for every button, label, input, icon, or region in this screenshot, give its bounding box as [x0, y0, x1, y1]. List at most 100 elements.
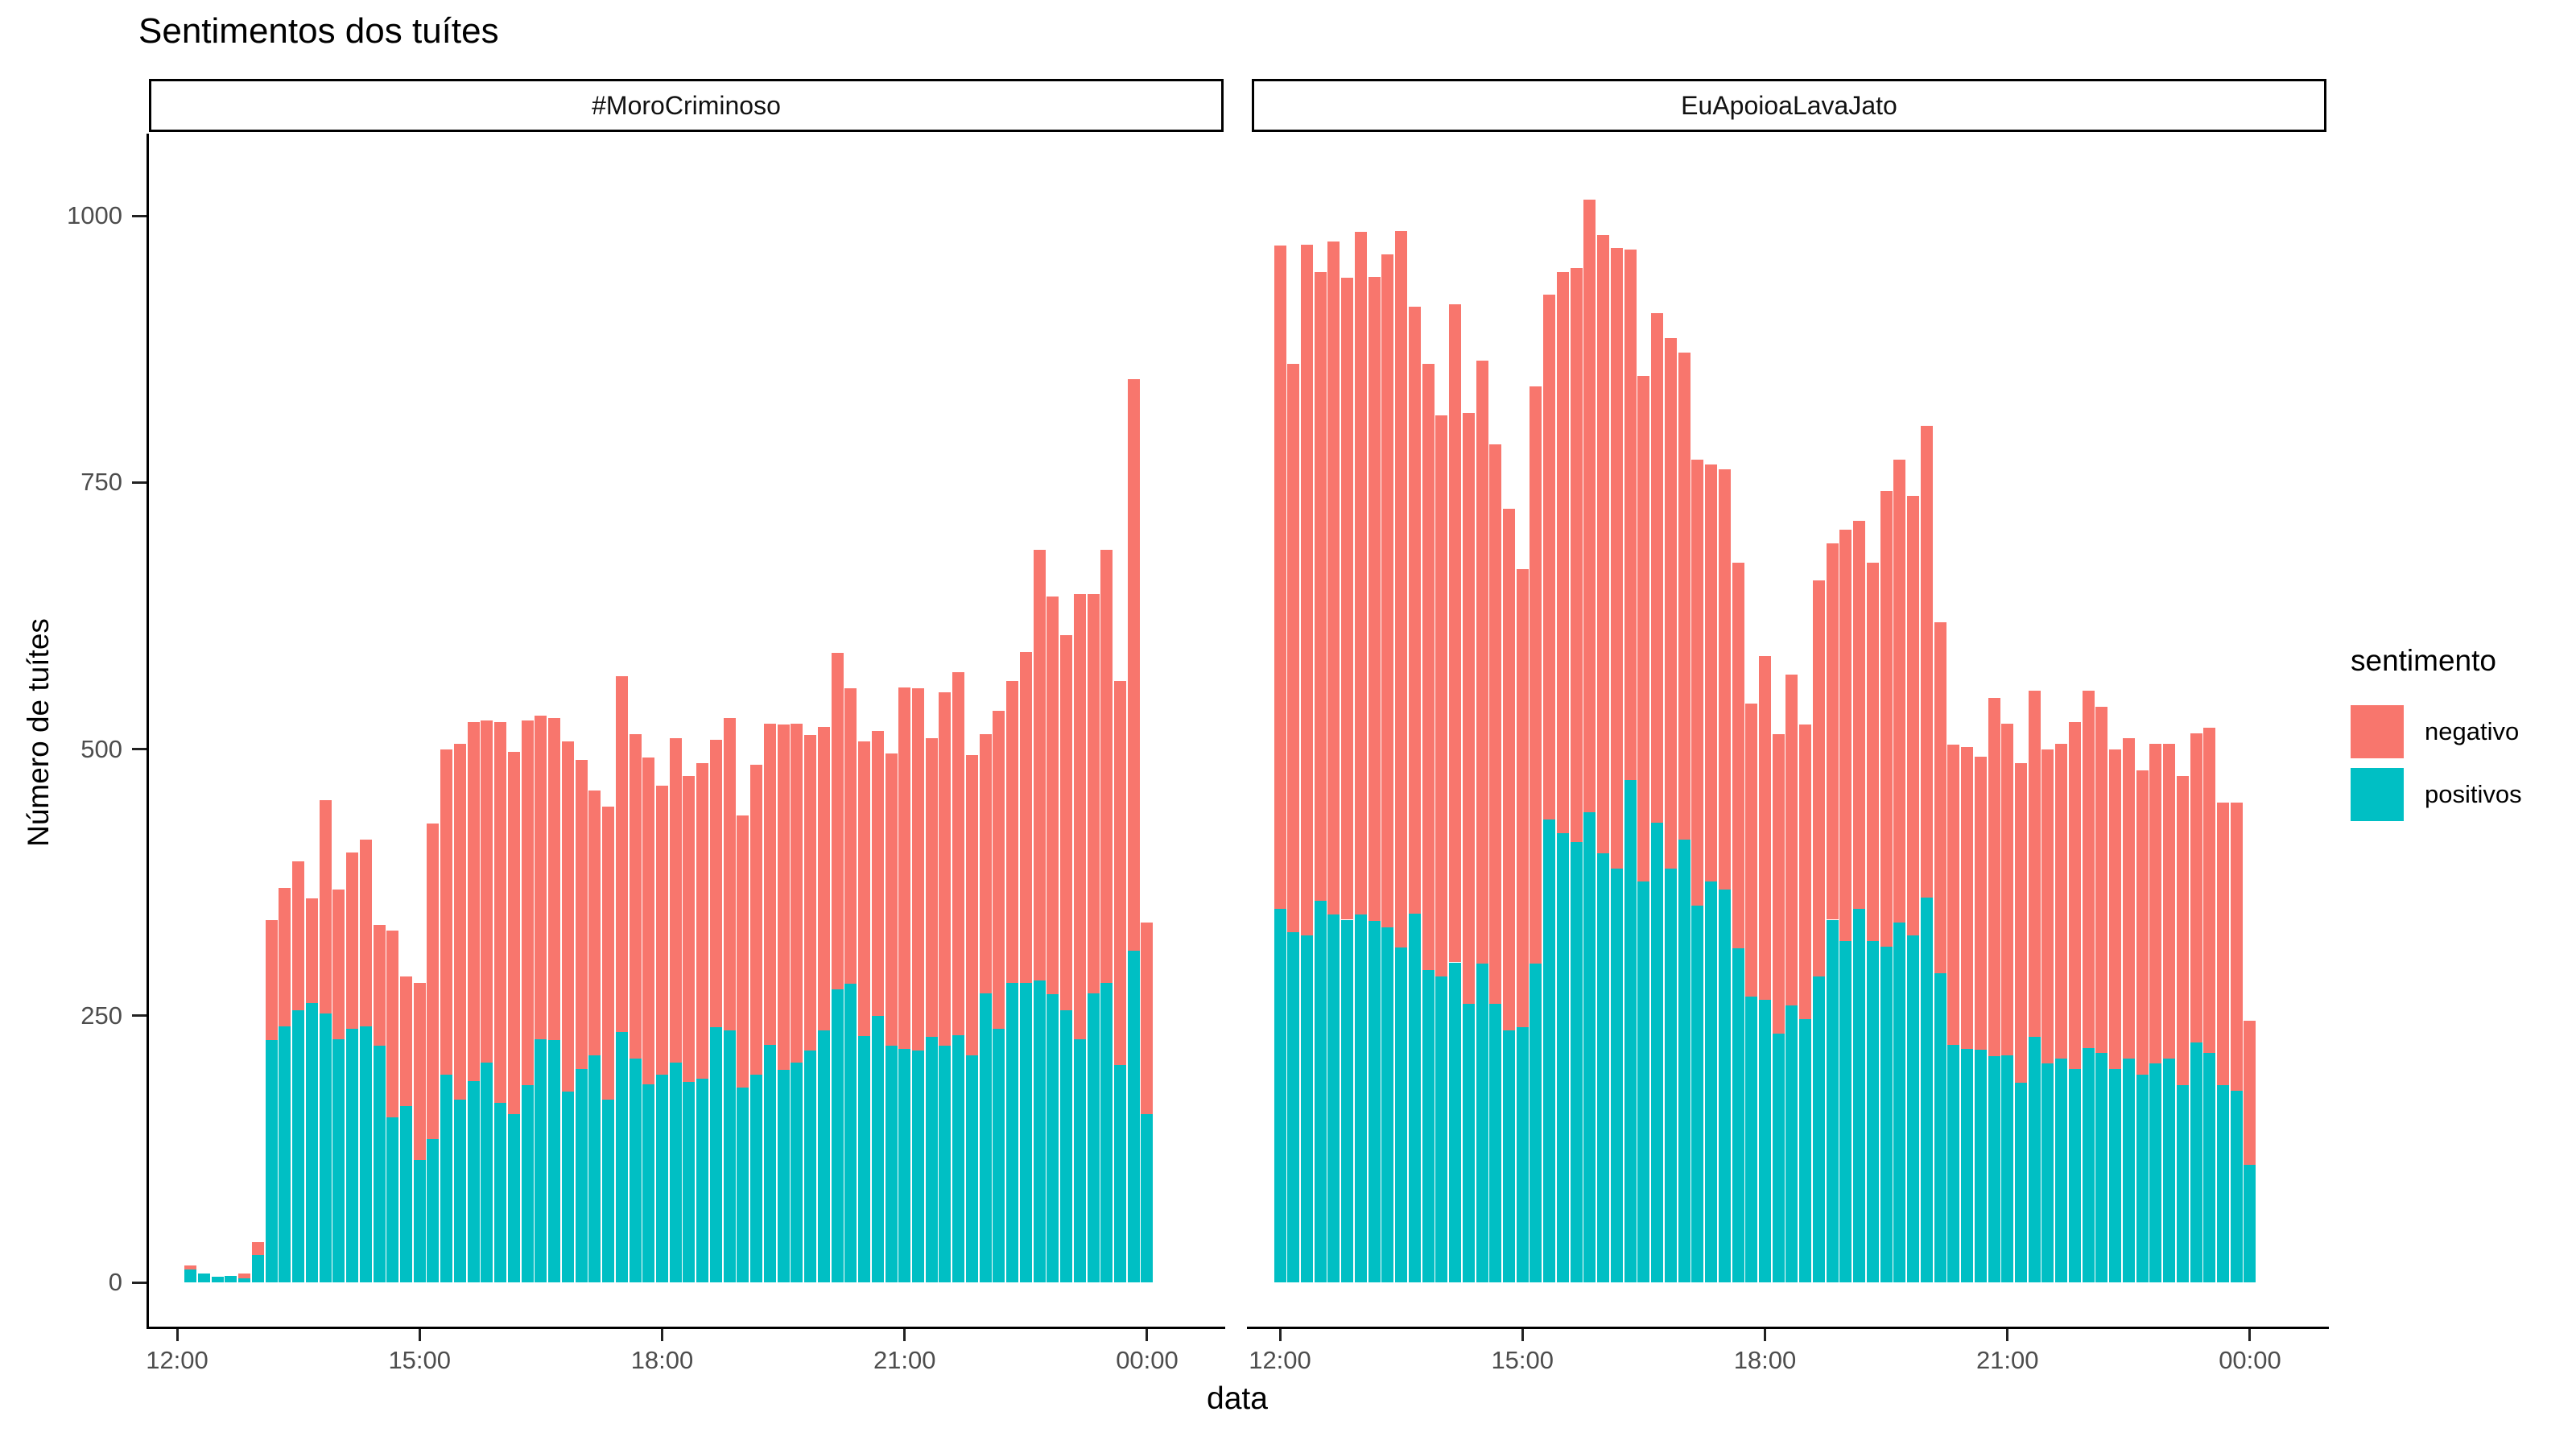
bar-segment-positivos — [467, 1080, 480, 1282]
x-tick-mark — [418, 1327, 421, 1341]
bar-segment-positivos — [373, 1045, 386, 1282]
bar-segment-negativo — [548, 718, 561, 1041]
x-tick-mark — [1521, 1327, 1524, 1341]
bar-segment-negativo — [1961, 746, 1974, 1049]
bar-segment-negativo — [2041, 749, 2054, 1064]
x-tick-mark — [660, 1327, 663, 1341]
bar-segment-negativo — [642, 758, 655, 1084]
bar-segment-negativo — [1597, 234, 1610, 854]
bar-segment-positivos — [1866, 941, 1879, 1282]
bar-segment-positivos — [575, 1069, 588, 1282]
bar-segment-positivos — [2149, 1063, 2162, 1282]
bar-segment-negativo — [763, 723, 776, 1045]
x-axis-line-left — [147, 1327, 1225, 1329]
x-axis-title: data — [1207, 1381, 1268, 1416]
x-tick-mark — [1278, 1327, 1282, 1341]
bar-segment-negativo — [1354, 231, 1367, 914]
bar-segment-positivos — [844, 984, 857, 1282]
bar-segment-negativo — [413, 982, 426, 1160]
bar-segment-positivos — [548, 1040, 561, 1282]
bar-segment-positivos — [804, 1051, 817, 1282]
bar-segment-negativo — [2082, 690, 2095, 1048]
bar-segment-positivos — [1381, 927, 1394, 1282]
bar-segment-negativo — [1314, 272, 1327, 901]
bar-segment-positivos — [1060, 1010, 1073, 1282]
bar-segment-positivos — [1678, 840, 1690, 1282]
bar-segment-positivos — [1395, 947, 1408, 1282]
x-tick-label: 15:00 — [388, 1346, 452, 1374]
bar-segment-negativo — [1087, 594, 1100, 993]
bar-segment-positivos — [521, 1084, 534, 1282]
bar-segment-negativo — [2068, 722, 2081, 1069]
bar-segment-positivos — [225, 1276, 237, 1282]
bar-segment-negativo — [1610, 247, 1623, 869]
bar-segment-negativo — [885, 753, 898, 1046]
bar-segment-negativo — [1422, 364, 1435, 970]
bar-segment-positivos — [615, 1031, 628, 1282]
bar-segment-negativo — [655, 785, 668, 1075]
bar-segment-negativo — [561, 741, 574, 1092]
bar-segment-positivos — [494, 1103, 507, 1282]
bar-segment-negativo — [750, 765, 763, 1075]
bar-segment-positivos — [1799, 1018, 1812, 1282]
x-tick-label: 00:00 — [2219, 1346, 2281, 1374]
bar-segment-positivos — [1087, 993, 1100, 1282]
bar-segment-positivos — [1624, 779, 1637, 1282]
bar-segment-negativo — [2149, 743, 2162, 1064]
bar-segment-negativo — [1907, 496, 1920, 936]
bar-segment-negativo — [1974, 756, 1987, 1051]
x-tick-label: 18:00 — [630, 1346, 694, 1374]
bar-segment-positivos — [1947, 1044, 1960, 1282]
x-tick-mark — [1146, 1327, 1149, 1341]
bar-segment-positivos — [683, 1081, 696, 1282]
bar-segment-negativo — [1408, 306, 1421, 914]
bar-segment-negativo — [1718, 469, 1731, 890]
bar-segment-negativo — [386, 930, 399, 1117]
bar-segment-negativo — [1637, 375, 1650, 881]
bar-segment-positivos — [332, 1038, 345, 1282]
bar-segment-positivos — [858, 1035, 871, 1282]
y-tick-label: 500 — [80, 734, 122, 763]
bar-segment-positivos — [292, 1010, 305, 1282]
bar-segment-negativo — [481, 720, 493, 1063]
bar-segment-negativo — [1287, 364, 1300, 933]
bar-segment-positivos — [319, 1013, 332, 1282]
bar-segment-negativo — [1274, 246, 1286, 910]
bar-segment-negativo — [939, 692, 952, 1046]
bar-segment-negativo — [1327, 241, 1340, 914]
bar-segment-negativo — [1073, 594, 1086, 1039]
bar-segment-negativo — [1893, 460, 1906, 923]
bar-segment-positivos — [2095, 1053, 2108, 1282]
bar-segment-positivos — [1732, 948, 1744, 1282]
bar-segment-positivos — [2028, 1037, 2041, 1282]
bar-segment-positivos — [1920, 897, 1933, 1282]
bar-segment-positivos — [709, 1027, 722, 1282]
bar-segment-positivos — [831, 989, 844, 1282]
bar-segment-positivos — [400, 1106, 412, 1282]
bar-segment-negativo — [737, 815, 749, 1088]
legend-entry-positivos: positivos — [2351, 768, 2522, 821]
bar-segment-negativo — [1449, 303, 1462, 963]
bar-segment-positivos — [507, 1113, 520, 1282]
bar-segment-positivos — [723, 1030, 736, 1282]
bar-segment-negativo — [669, 738, 682, 1063]
bar-segment-negativo — [911, 687, 924, 1051]
bar-segment-positivos — [2190, 1042, 2202, 1282]
bar-segment-positivos — [1314, 900, 1327, 1282]
bar-segment-positivos — [1462, 1004, 1475, 1282]
bar-segment-positivos — [911, 1051, 924, 1282]
bar-segment-negativo — [777, 724, 790, 1071]
bar-segment-negativo — [1395, 230, 1408, 947]
y-axis-line — [147, 134, 149, 1329]
bar-segment-negativo — [629, 733, 642, 1059]
bar-segment-positivos — [965, 1055, 978, 1282]
bar-segment-negativo — [804, 735, 817, 1051]
x-tick-label: 21:00 — [1975, 1346, 2039, 1374]
bar-segment-positivos — [1006, 982, 1019, 1282]
bar-segment-negativo — [2244, 1021, 2256, 1166]
bar-segment-positivos — [763, 1044, 776, 1282]
bar-segment-negativo — [238, 1274, 251, 1278]
bar-segment-positivos — [2055, 1058, 2068, 1282]
bar-segment-positivos — [2136, 1074, 2149, 1282]
